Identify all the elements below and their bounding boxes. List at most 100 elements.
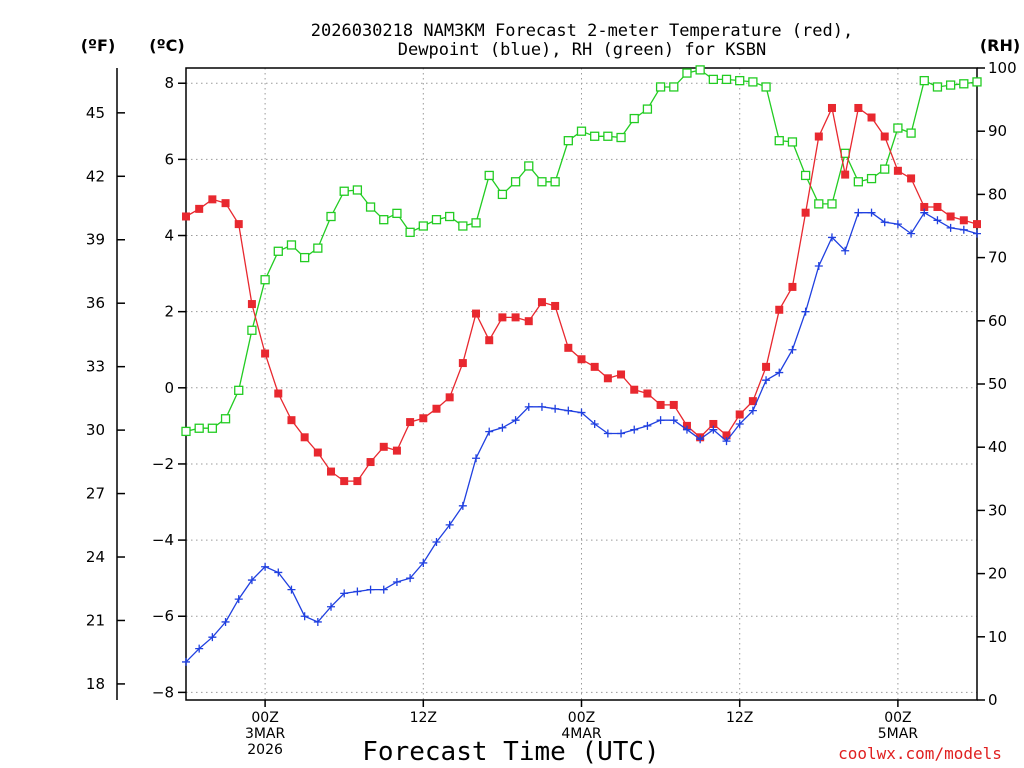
rh-point	[880, 164, 890, 174]
rh-point	[959, 79, 969, 89]
dewpoint-point	[735, 419, 744, 428]
dewpoint-point	[682, 425, 691, 434]
celsius-axis-unit: (ºC)	[149, 36, 184, 55]
dewpoint-series	[182, 208, 981, 666]
dewpoint-point	[973, 229, 981, 238]
dewpoint-point	[827, 233, 836, 242]
rh-point	[326, 211, 336, 222]
dewpoint-point	[946, 223, 955, 232]
grid-lines	[186, 68, 977, 700]
dewpoint-point	[195, 644, 204, 653]
dewpoint-point	[603, 429, 612, 438]
temperature-point	[340, 477, 349, 486]
dewpoint-point	[617, 429, 626, 438]
time-tick-label: 00Z	[568, 710, 595, 726]
rh-point	[445, 211, 455, 222]
temperature-point	[458, 359, 467, 368]
time-tick-label: 12Z	[410, 710, 437, 726]
fahrenheit-tick-label: 45	[86, 104, 105, 122]
celsius-axis: −8 −6 −4 −2 0 2 4 6 8	[152, 74, 186, 701]
rh-point	[234, 385, 244, 395]
rh-tick-label: 50	[988, 375, 1007, 393]
temperature-point	[353, 477, 362, 486]
rh-point	[682, 68, 692, 78]
rh-point	[524, 161, 534, 171]
dewpoint-point	[696, 435, 705, 444]
rh-point	[774, 136, 784, 146]
temperature-point	[432, 404, 441, 413]
fahrenheit-tick-label: 39	[86, 231, 105, 249]
dewpoint-point	[472, 454, 481, 463]
rh-point	[840, 148, 850, 158]
temperature-point	[472, 309, 481, 318]
temperature-point	[366, 458, 375, 467]
rh-point	[313, 243, 323, 253]
dewpoint-point	[511, 416, 520, 425]
temperature-point	[577, 355, 586, 364]
temperature-point	[709, 419, 718, 428]
dewpoint-point	[379, 585, 388, 594]
dewpoint-point	[498, 423, 507, 432]
dewpoint-point	[656, 416, 665, 425]
dewpoint-point	[867, 208, 876, 217]
temperature-point	[445, 393, 454, 402]
time-tick-label: 12Z	[726, 710, 753, 726]
temperature-point	[603, 374, 612, 383]
rh-point	[590, 131, 600, 141]
rh-tick-label: 30	[988, 501, 1007, 519]
temperature-point	[261, 349, 270, 358]
celsius-tick-label: 8	[164, 74, 174, 92]
rh-point	[800, 170, 811, 181]
credit-label: coolwx.com/models	[838, 744, 1002, 763]
series-layer	[181, 65, 982, 666]
dewpoint-point	[669, 416, 678, 425]
temperature-point	[617, 370, 626, 379]
rh-point	[695, 65, 705, 75]
rh-point	[814, 199, 824, 209]
temperature-point	[920, 202, 929, 211]
rh-point	[220, 414, 231, 424]
rh-point	[431, 215, 442, 225]
rh-point	[418, 221, 428, 231]
rh-point	[286, 240, 297, 250]
rh-tick-label: 90	[988, 122, 1007, 140]
rh-tick-label: 80	[988, 185, 1007, 203]
rh-point	[273, 246, 283, 256]
fahrenheit-axis: 18 21 24 27 30 33 36 39 42 45	[86, 104, 125, 693]
dewpoint-point	[590, 419, 599, 428]
rh-tick-label: 70	[988, 249, 1007, 267]
rh-point	[510, 177, 521, 187]
rh-point	[339, 186, 349, 196]
dewpoint-point	[537, 402, 546, 411]
temperature-point	[537, 298, 546, 307]
celsius-tick-label: 6	[164, 150, 174, 168]
temperature-point	[762, 362, 771, 371]
dewpoint-point	[300, 612, 309, 621]
temperature-point	[485, 336, 494, 345]
dewpoint-point	[801, 307, 810, 316]
rh-point	[932, 82, 943, 92]
dewpoint-point	[551, 404, 560, 413]
dewpoint-point	[959, 225, 968, 234]
rh-point	[787, 137, 798, 147]
rh-point	[708, 74, 718, 85]
dewpoint-point	[920, 208, 929, 217]
temperature-point	[656, 400, 665, 409]
dewpoint-point	[432, 538, 441, 546]
temperature-point	[498, 313, 507, 322]
rh-point	[906, 128, 916, 138]
dewpoint-point	[208, 633, 217, 642]
celsius-tick-label: −8	[152, 683, 174, 701]
dewpoint-point	[643, 421, 652, 430]
temperature-point	[933, 202, 942, 211]
temperature-point	[959, 216, 968, 225]
rh-point	[853, 177, 863, 187]
rh-point	[392, 208, 402, 219]
dewpoint-point	[234, 595, 243, 604]
dewpoint-point	[907, 229, 916, 238]
rh-point	[484, 170, 494, 181]
temperature-point	[854, 103, 863, 112]
rh-point	[563, 136, 573, 146]
temperature-point	[788, 282, 797, 291]
